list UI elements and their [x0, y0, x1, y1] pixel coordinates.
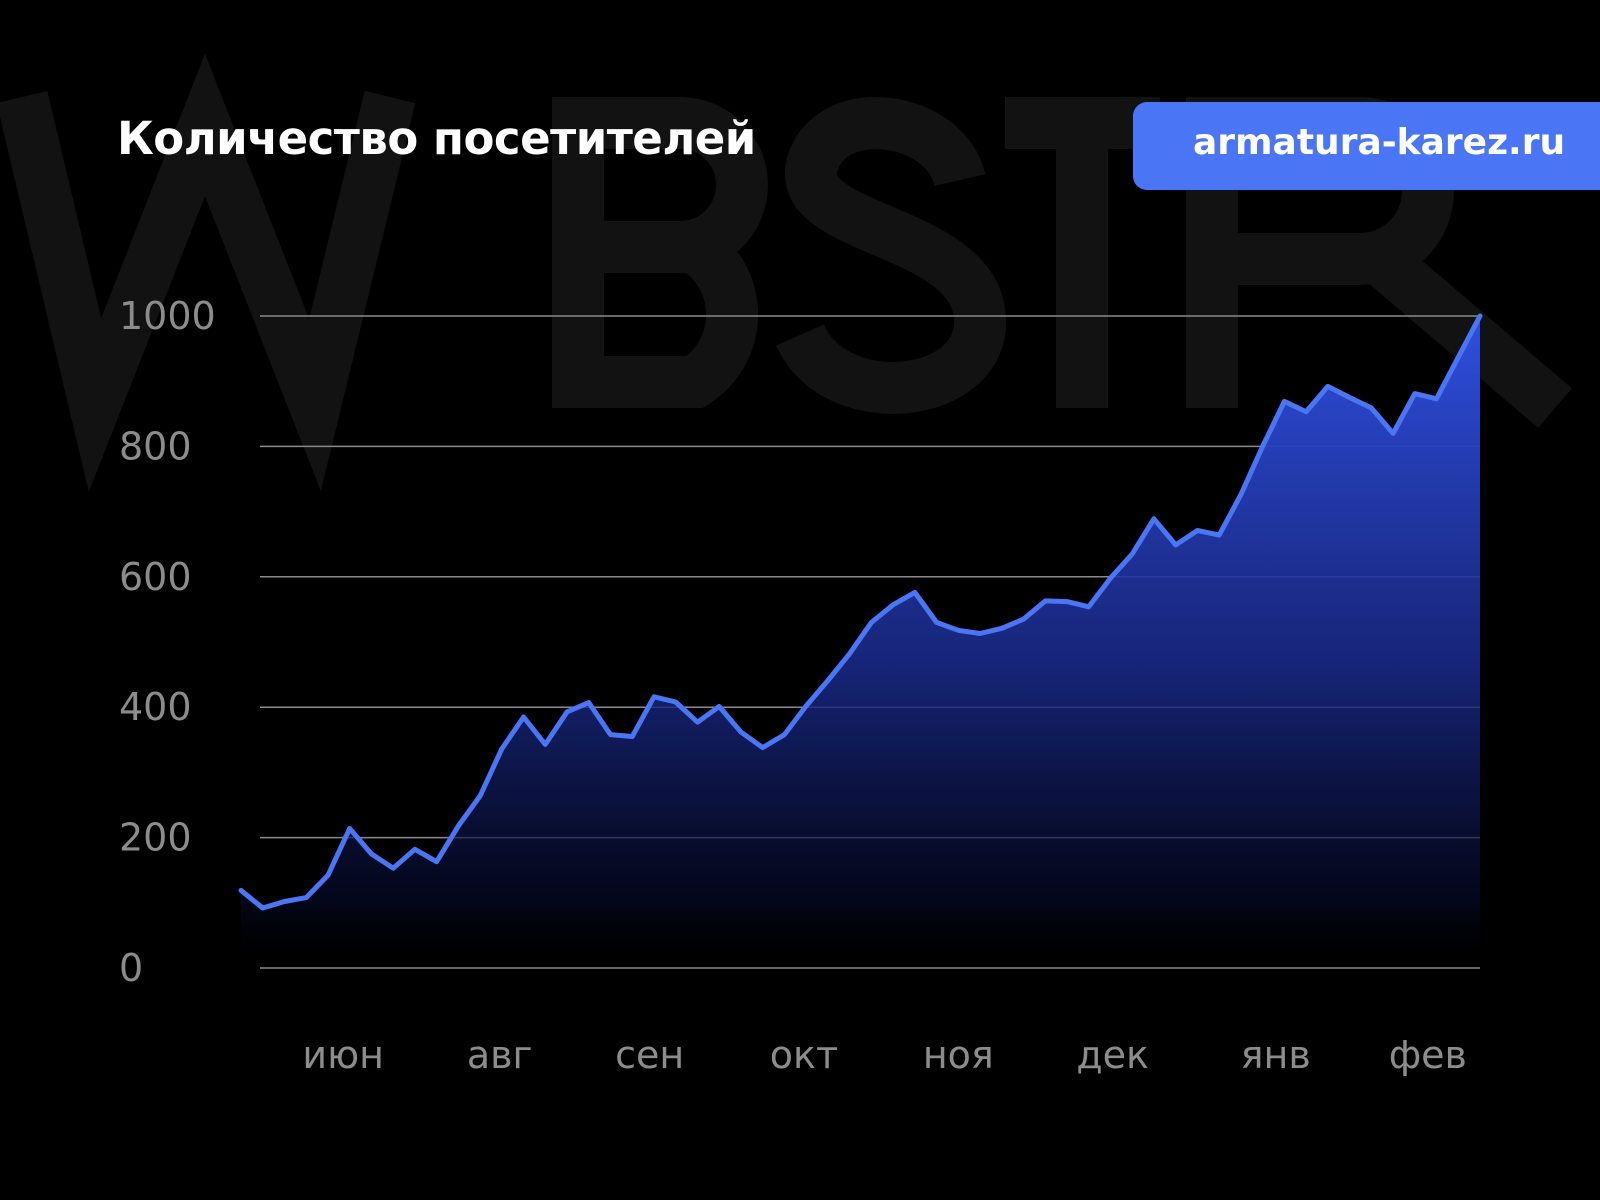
watermark-letter-s	[776, 97, 1006, 414]
x-tick-label: окт	[770, 1033, 838, 1077]
watermark-letter-w	[0, 53, 416, 492]
chart-title: Количество посетителей	[117, 112, 756, 165]
y-tick-label: 800	[119, 424, 192, 468]
y-tick-label: 0	[119, 946, 143, 990]
y-axis-ticks: 0 200 400 600 800 1000	[119, 294, 216, 990]
y-tick-label: 1000	[119, 294, 216, 338]
x-tick-label: ноя	[923, 1033, 994, 1077]
y-tick-label: 400	[119, 685, 192, 729]
y-tick-label: 200	[119, 816, 192, 860]
site-badge[interactable]: armatura-karez.ru	[1133, 102, 1600, 190]
site-badge-label: armatura-karez.ru	[1193, 122, 1566, 163]
y-tick-label: 600	[119, 555, 192, 599]
x-tick-label: янв	[1241, 1033, 1311, 1077]
x-tick-label: авг	[467, 1033, 533, 1077]
x-tick-label: июн	[302, 1033, 384, 1077]
x-tick-label: фев	[1389, 1033, 1467, 1077]
x-tick-label: сен	[615, 1033, 684, 1077]
watermark-logo	[0, 53, 1572, 492]
x-tick-label: дек	[1076, 1033, 1149, 1077]
watermark-letter-b	[552, 97, 768, 408]
x-axis-ticks: июн авг сен окт ноя дек янв фев	[302, 1033, 1467, 1077]
series-line	[238, 313, 1483, 911]
data-points	[240, 315, 1481, 909]
